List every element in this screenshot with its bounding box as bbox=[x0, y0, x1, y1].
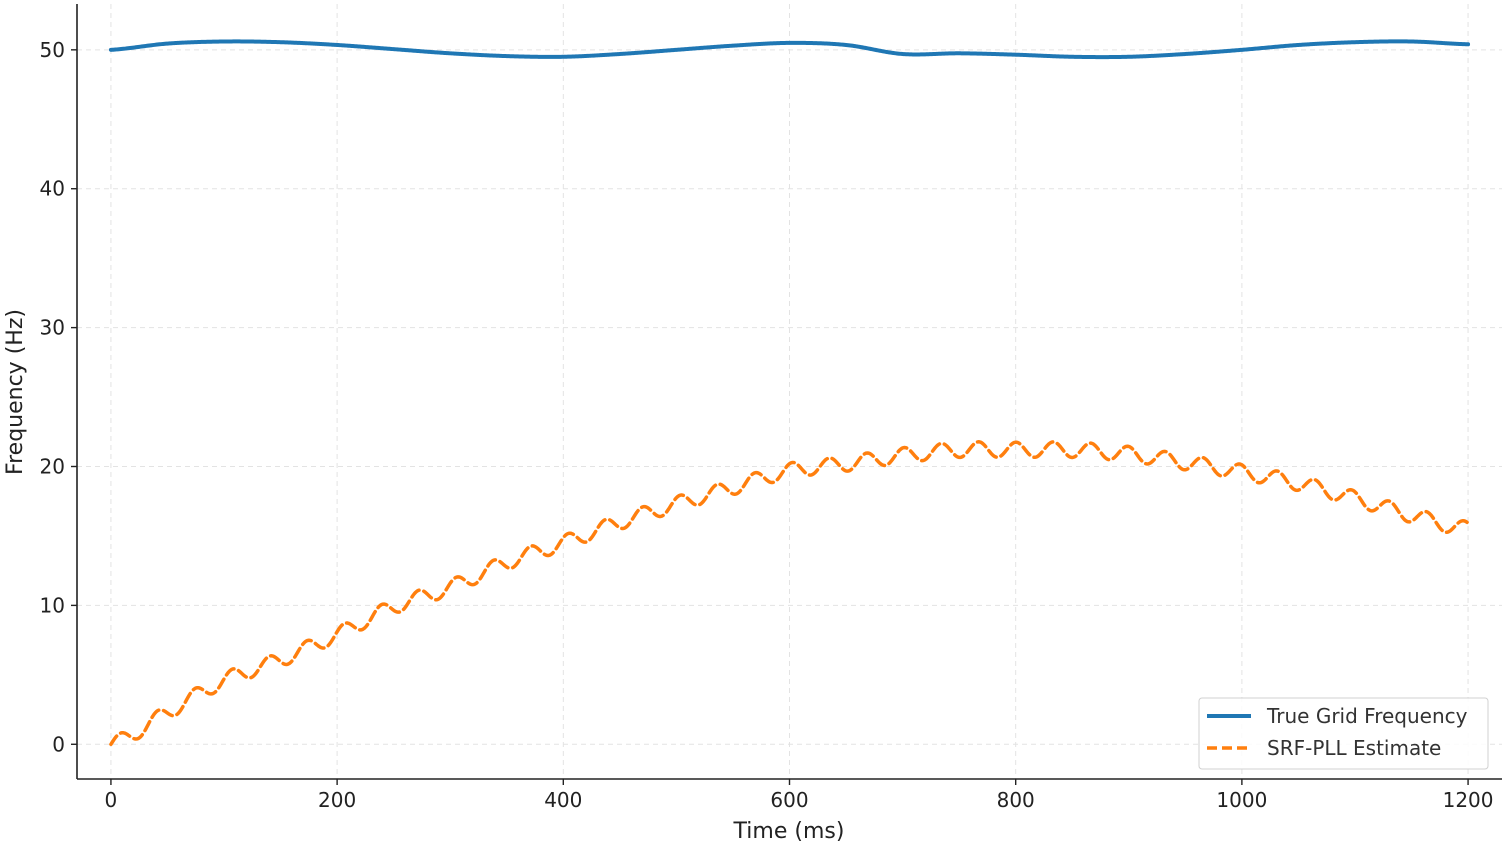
y-tick-label-30: 30 bbox=[40, 316, 65, 340]
x-tick-label-1200: 1200 bbox=[1443, 788, 1494, 812]
legend: True Grid Frequency SRF-PLL Estimate bbox=[1198, 697, 1489, 770]
series-line-srf-pll-estimate bbox=[109, 440, 1470, 747]
x-axis-label: Time (ms) bbox=[733, 819, 845, 844]
y-tick-label-50: 50 bbox=[40, 38, 65, 62]
y-tick-label-0: 0 bbox=[52, 732, 65, 756]
x-tick-label-200: 200 bbox=[318, 788, 356, 812]
grid bbox=[77, 4, 1502, 779]
series-line-true-grid-frequency bbox=[108, 39, 1471, 60]
x-tick-label-1000: 1000 bbox=[1216, 788, 1267, 812]
ticks: 0 200 400 600 800 1000 1200 0 10 20 30 40 50 bbox=[40, 38, 1494, 812]
legend-box bbox=[1198, 697, 1489, 770]
series-layer bbox=[108, 39, 1471, 747]
y-tick-label-40: 40 bbox=[40, 177, 65, 201]
x-tick-label-0: 0 bbox=[105, 788, 118, 812]
legend-label-srf-pll-estimate: SRF-PLL Estimate bbox=[1267, 736, 1441, 760]
x-tick-label-400: 400 bbox=[544, 788, 582, 812]
y-tick-label-20: 20 bbox=[40, 455, 65, 479]
x-tick-label-800: 800 bbox=[997, 788, 1035, 812]
y-axis-label: Frequency (Hz) bbox=[3, 309, 28, 475]
x-tick-label-600: 600 bbox=[770, 788, 808, 812]
y-tick-label-10: 10 bbox=[40, 593, 65, 617]
legend-label-true-grid-frequency: True Grid Frequency bbox=[1266, 704, 1468, 728]
